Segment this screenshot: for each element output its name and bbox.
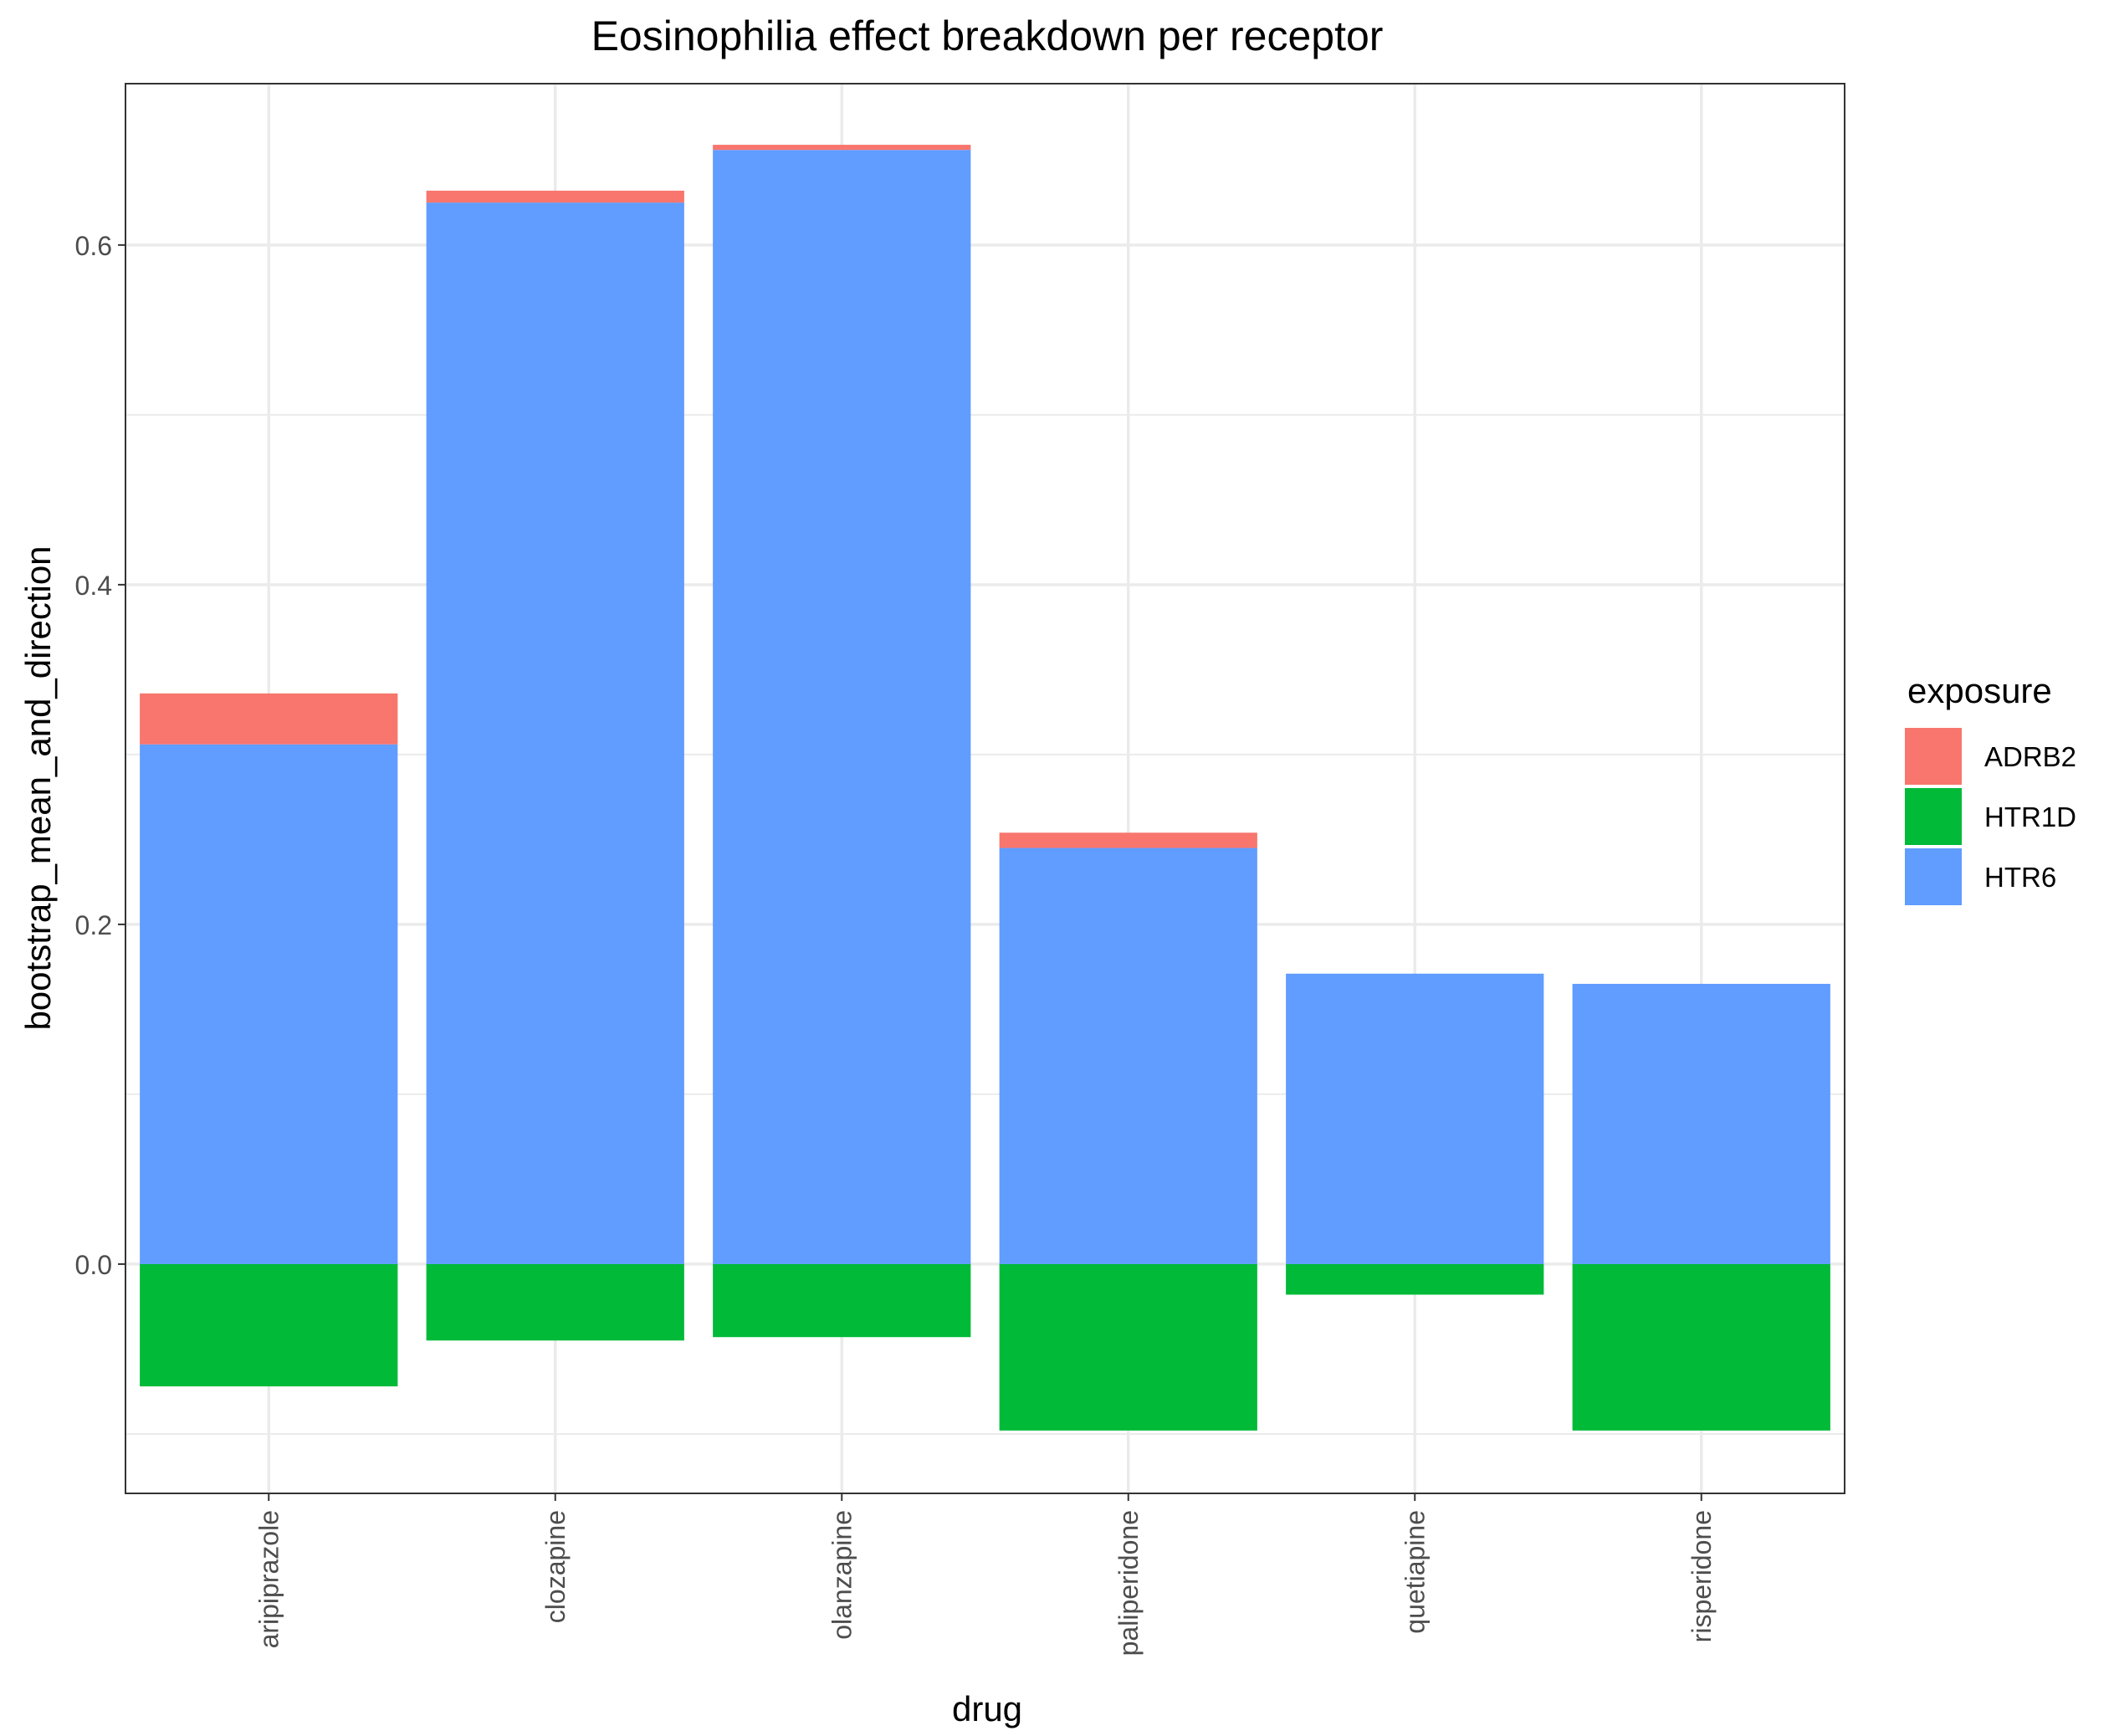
y-tick-label: 0.2 [75, 910, 112, 940]
bar-clozapine-HTR6 [426, 202, 684, 1264]
bar-clozapine-HTR1D [426, 1263, 684, 1341]
x-tick-label: quetiapine [1400, 1510, 1430, 1634]
legend-swatch-ADRB2 [1905, 728, 1962, 785]
bar-quetiapine-HTR1D [1286, 1263, 1544, 1295]
bar-paliperidone-ADRB2 [999, 832, 1257, 848]
bars-layer [140, 145, 1830, 1431]
y-axis: 0.0 0.2 0.4 0.6 [75, 231, 125, 1280]
legend-label-HTR1D: HTR1D [1984, 801, 2076, 832]
x-axis-title: drug [952, 1689, 1022, 1728]
legend-swatch-HTR1D [1905, 788, 1962, 845]
legend-title: exposure [1907, 671, 2052, 710]
bar-risperidone-HTR6 [1572, 983, 1830, 1264]
bar-aripiprazole-HTR1D [140, 1263, 398, 1387]
bar-paliperidone-HTR6 [999, 848, 1257, 1264]
legend-items: ADRB2 HTR1D HTR6 [1905, 728, 2076, 905]
y-tick-label: 0.4 [75, 571, 112, 601]
x-axis: aripiprazole clozapine olanzapine paliperid… [253, 1493, 1717, 1656]
x-tick-label: aripiprazole [253, 1510, 284, 1648]
bar-clozapine-ADRB2 [426, 190, 684, 203]
bar-olanzapine-HTR1D [713, 1263, 971, 1338]
bar-aripiprazole-HTR6 [140, 744, 398, 1264]
legend-label-ADRB2: ADRB2 [1984, 741, 2076, 772]
y-tick-label: 0.6 [75, 231, 112, 261]
legend-swatch-HTR6 [1905, 848, 1962, 905]
bar-olanzapine-ADRB2 [713, 145, 971, 151]
bar-quetiapine-HTR6 [1286, 973, 1544, 1264]
x-tick-label: risperidone [1687, 1510, 1717, 1642]
x-tick-label: paliperidone [1113, 1510, 1144, 1656]
bar-aripiprazole-ADRB2 [140, 693, 398, 745]
chart-title: Eosinophilia effect breakdown per recept… [591, 13, 1384, 59]
panel-border [125, 83, 1845, 1494]
bar-paliperidone-HTR1D [999, 1263, 1257, 1431]
legend-label-HTR6: HTR6 [1984, 862, 2056, 893]
y-tick-label: 0.0 [75, 1250, 112, 1280]
legend: exposure ADRB2 HTR1D HTR6 [1905, 671, 2076, 905]
bar-risperidone-HTR1D [1572, 1263, 1830, 1431]
x-tick-label: olanzapine [827, 1510, 857, 1640]
bar-olanzapine-HTR6 [713, 150, 971, 1264]
x-tick-label: clozapine [540, 1510, 571, 1623]
y-axis-title: bootstrap_mean_and_direction [18, 545, 58, 1030]
